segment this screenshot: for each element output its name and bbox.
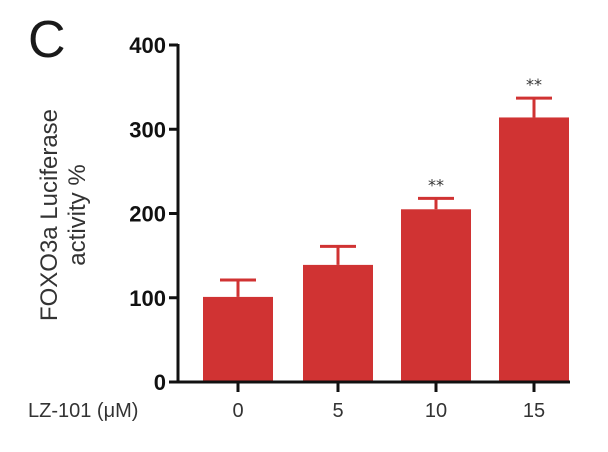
x-tick-label: 10 (425, 400, 447, 422)
significance-marker: ** (428, 175, 444, 194)
x-tick-label: 15 (523, 400, 545, 422)
y-tick-label: 200 (129, 202, 166, 227)
bar (401, 209, 471, 382)
y-tick-label: 300 (129, 117, 166, 142)
bar (499, 117, 569, 382)
y-tick-label: 400 (129, 33, 166, 58)
panel-label: C (28, 11, 66, 69)
bar (303, 264, 373, 382)
significance-marker: ** (526, 75, 542, 94)
bar (203, 296, 273, 382)
x-axis-label: LZ-101 (μM) (28, 400, 138, 422)
x-tick-label: 0 (232, 400, 243, 422)
x-tick-label: 5 (332, 400, 343, 422)
y-tick-label: 100 (129, 286, 166, 311)
y-tick-label: 0 (154, 370, 166, 395)
